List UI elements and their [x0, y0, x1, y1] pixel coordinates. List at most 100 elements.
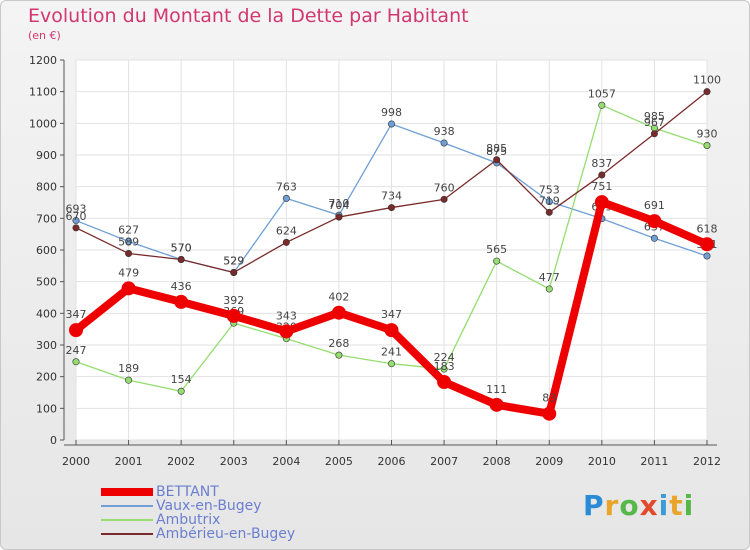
data-label: 618: [697, 222, 718, 235]
data-label: 938: [434, 125, 455, 138]
data-label: 930: [697, 128, 718, 141]
data-point: [230, 268, 238, 276]
data-point: [598, 171, 606, 179]
data-label: 570: [171, 242, 192, 255]
data-label: 734: [381, 190, 402, 203]
data-point: [226, 308, 241, 323]
data-point: [121, 281, 136, 296]
data-label: 479: [118, 266, 139, 279]
data-label: 570: [171, 242, 192, 255]
data-label: 402: [328, 291, 349, 304]
data-label: 268: [328, 337, 349, 350]
legend-swatch: [101, 519, 153, 521]
data-label: 624: [276, 224, 297, 237]
data-point: [125, 249, 133, 257]
data-label: 241: [381, 346, 402, 359]
data-label: 837: [591, 157, 612, 170]
data-label: 1057: [588, 87, 616, 100]
data-label: 343: [276, 309, 297, 322]
x-tick-label: 2008: [483, 455, 511, 468]
y-tick-label: 800: [36, 181, 57, 194]
y-tick-label: 100: [36, 402, 57, 415]
data-label: 111: [486, 383, 507, 396]
data-point: [335, 351, 343, 359]
y-tick-label: 0: [50, 434, 57, 447]
data-label: 753: [539, 184, 560, 197]
data-label: 247: [66, 344, 87, 357]
legend-label: Ambérieu-en-Bugey: [156, 526, 296, 542]
data-label: 347: [66, 308, 87, 321]
x-tick-label: 2009: [535, 455, 563, 468]
data-point: [703, 252, 711, 260]
data-label: 436: [171, 280, 192, 293]
data-label: 985: [644, 110, 665, 123]
legend-swatch: [101, 533, 153, 535]
data-label: 392: [223, 294, 244, 307]
data-label: 589: [118, 235, 139, 248]
data-label: 875: [486, 145, 507, 158]
chart-unit: (en €): [28, 29, 61, 42]
data-point: [282, 194, 290, 202]
data-point: [493, 257, 501, 265]
data-point: [282, 238, 290, 246]
y-tick-label: 500: [36, 276, 57, 289]
data-label: 763: [276, 180, 297, 193]
y-tick-label: 300: [36, 339, 57, 352]
y-tick-label: 900: [36, 149, 57, 162]
y-tick-label: 700: [36, 212, 57, 225]
data-label: 83: [542, 392, 556, 405]
data-point: [72, 224, 80, 232]
y-tick-label: 1100: [29, 86, 57, 99]
data-label: 224: [434, 351, 455, 364]
data-point: [387, 360, 395, 368]
data-label: 565: [486, 243, 507, 256]
y-tick-label: 1000: [29, 117, 57, 130]
x-tick-label: 2000: [62, 455, 90, 468]
data-label: 154: [171, 373, 192, 386]
data-point: [493, 156, 501, 164]
data-label: 183: [434, 360, 455, 373]
data-point: [545, 208, 553, 216]
data-point: [440, 365, 448, 373]
data-point: [384, 323, 399, 338]
data-point: [489, 397, 504, 412]
data-point: [594, 195, 609, 210]
x-tick-label: 2004: [272, 455, 300, 468]
y-tick-label: 1200: [29, 54, 57, 67]
legend-label: Ambutrix: [156, 512, 221, 528]
data-point: [279, 324, 294, 339]
data-label: 529: [223, 254, 244, 267]
data-label: 189: [118, 362, 139, 375]
data-label: 347: [381, 308, 402, 321]
proxiti-logo: Proxiti: [583, 489, 695, 522]
data-label: 967: [644, 116, 665, 129]
data-point: [72, 358, 80, 366]
x-tick-label: 2006: [378, 455, 406, 468]
y-tick-label: 200: [36, 371, 57, 384]
data-label: 693: [66, 203, 87, 216]
data-point: [650, 130, 658, 138]
data-label: 710: [328, 197, 349, 210]
data-point: [174, 294, 189, 309]
data-label: 1100: [693, 74, 721, 87]
x-tick-label: 2011: [640, 455, 668, 468]
data-label: 627: [118, 223, 139, 236]
data-point: [335, 213, 343, 221]
data-label: 704: [328, 199, 349, 212]
x-tick-label: 2007: [430, 455, 458, 468]
data-point: [703, 88, 711, 96]
data-label: 998: [381, 106, 402, 119]
x-tick-label: 2012: [693, 455, 721, 468]
legend-swatch: [101, 488, 153, 496]
chart-title: Evolution du Montant de la Dette par Hab…: [28, 5, 469, 27]
data-label: 885: [486, 142, 507, 155]
x-tick-label: 2010: [588, 455, 616, 468]
data-label: 477: [539, 271, 560, 284]
data-point: [69, 323, 83, 338]
data-point: [125, 237, 133, 245]
data-point: [545, 198, 553, 206]
x-tick-label: 2003: [220, 455, 248, 468]
data-point: [331, 305, 346, 320]
